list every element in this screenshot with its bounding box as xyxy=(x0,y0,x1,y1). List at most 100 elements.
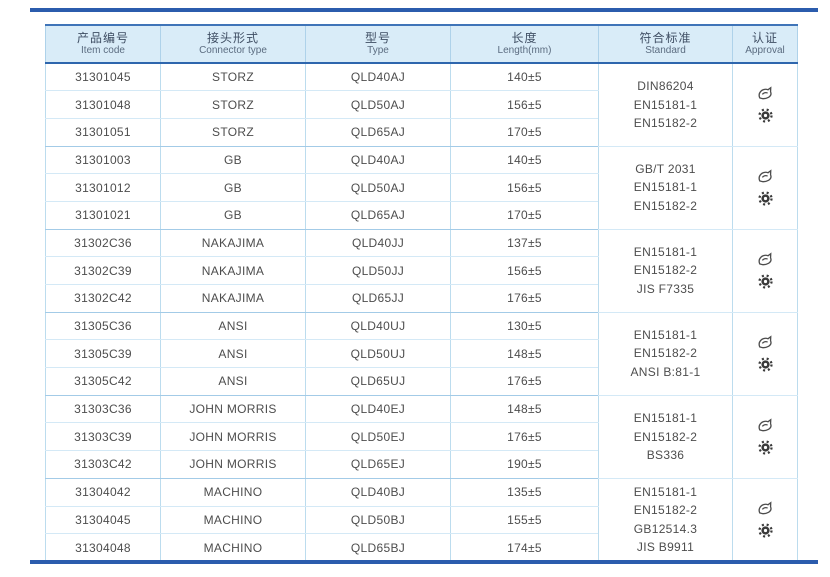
item-code-cell: 31303C36 xyxy=(45,395,161,424)
col-header-standard-en: Standard xyxy=(645,45,686,56)
length-cell: 135±5 xyxy=(450,478,599,507)
item-code-cell: 31304045 xyxy=(45,506,161,535)
item-code-cell: 31301045 xyxy=(45,63,161,92)
col-header-approval-zh: 认证 xyxy=(751,31,778,45)
approval-icon-stack xyxy=(733,86,797,123)
type-cell: QLD40UJ xyxy=(305,312,451,341)
type-cell: QLD65BJ xyxy=(305,533,451,562)
item-code-cell: 31302C36 xyxy=(45,229,161,258)
table-row: 31301021 GB QLD65AJ 170±5 xyxy=(45,201,798,230)
length-cell: 174±5 xyxy=(450,533,599,562)
connector-type-cell: ANSI xyxy=(160,367,306,396)
table-row: 31304042 MACHINO QLD40BJ 135±5 EN15181-1 EN15… xyxy=(45,478,798,562)
connector-type-cell: MACHINO xyxy=(160,506,306,535)
approval-cell xyxy=(732,229,798,313)
col-header-standard-zh: 符合标准 xyxy=(639,31,692,45)
connector-type-cell: MACHINO xyxy=(160,533,306,562)
length-cell: 176±5 xyxy=(450,422,599,452)
approval-icon-stack xyxy=(733,501,797,538)
connector-type-cell: MACHINO xyxy=(160,478,306,507)
type-cell: QLD40AJ xyxy=(305,146,451,175)
item-code-cell: 31303C42 xyxy=(45,450,161,479)
item-code-cell: 31303C39 xyxy=(45,422,161,452)
standard-line: DIN86204 xyxy=(637,79,694,94)
length-cell: 140±5 xyxy=(450,146,599,175)
table-row: 31302C36 NAKAJIMA QLD40JJ 137±5 EN15181-1 EN1… xyxy=(45,229,798,313)
item-code-cell: 31301051 xyxy=(45,118,161,147)
header-row: 产品编号 Item code 接头形式 Connector type 型号 Ty… xyxy=(45,24,798,64)
connector-type-cell: NAKAJIMA xyxy=(160,284,306,313)
table-row: 31301045 STORZ QLD40AJ 140±5 DIN86204 EN15181… xyxy=(45,63,798,147)
table-row: 31301003 GB QLD40AJ 140±5 GB/T 2031 EN15181-1… xyxy=(45,146,798,230)
standard-line: EN15182-2 xyxy=(633,198,698,213)
standard-line: EN15181-1 xyxy=(633,484,698,499)
type-cell: QLD65UJ xyxy=(305,367,451,396)
col-header-length-zh: 长度 xyxy=(511,31,538,45)
length-cell: 140±5 xyxy=(450,63,599,92)
standard-cell: EN15181-1 EN15182-2 BS336 xyxy=(598,395,733,479)
standard-cell: EN15181-1 EN15182-2 JIS F7335 xyxy=(598,229,733,313)
length-cell: 190±5 xyxy=(450,450,599,479)
connector-type-cell: ANSI xyxy=(160,312,306,341)
table-row: 31304045 MACHINO QLD50BJ 155±5 xyxy=(45,506,798,535)
standard-cell: EN15181-1 EN15182-2 ANSI B:81-1 xyxy=(598,312,733,396)
wheelmark-seal-icon xyxy=(757,108,773,123)
approval-icon-stack xyxy=(733,169,797,206)
length-cell: 148±5 xyxy=(450,395,599,424)
standard-cell: DIN86204 EN15181-1 EN15182-2 xyxy=(598,63,733,147)
approval-logo-icon xyxy=(758,169,772,183)
item-code-cell: 31301021 xyxy=(45,201,161,230)
approval-icon-stack xyxy=(733,335,797,372)
wheelmark-seal-icon xyxy=(757,523,773,538)
connector-type-cell: NAKAJIMA xyxy=(160,229,306,258)
connector-type-cell: JOHN MORRIS xyxy=(160,450,306,479)
type-cell: QLD50EJ xyxy=(305,422,451,452)
approval-cell xyxy=(732,478,798,562)
col-header-connector-type-en: Connector type xyxy=(199,45,267,56)
approval-logo-icon xyxy=(758,252,772,266)
standard-line: EN15181-1 xyxy=(633,180,698,195)
standard-line: EN15181-1 xyxy=(633,244,698,259)
connector-type-cell: GB xyxy=(160,201,306,230)
standard-line: ANSI B:81-1 xyxy=(630,364,701,379)
item-code-cell: 31304048 xyxy=(45,533,161,562)
type-cell: QLD65AJ xyxy=(305,118,451,147)
table-row: 31304048 MACHINO QLD65BJ 174±5 xyxy=(45,533,798,562)
standard-line: JIS B9911 xyxy=(636,540,695,555)
standard-line: EN15182-2 xyxy=(633,346,698,361)
approval-cell xyxy=(732,395,798,479)
col-header-standard: 符合标准 Standard xyxy=(598,24,733,64)
length-cell: 155±5 xyxy=(450,506,599,535)
type-cell: QLD50BJ xyxy=(305,506,451,535)
table-row: 31302C39 NAKAJIMA QLD50JJ 156±5 xyxy=(45,256,798,285)
approval-icon-stack xyxy=(733,252,797,289)
type-cell: QLD50AJ xyxy=(305,90,451,119)
item-code-cell: 31301048 xyxy=(45,90,161,119)
item-code-cell: 31305C42 xyxy=(45,367,161,396)
item-code-cell: 31305C36 xyxy=(45,312,161,341)
type-cell: QLD50JJ xyxy=(305,256,451,285)
standard-line: EN15181-1 xyxy=(633,97,698,112)
length-cell: 156±5 xyxy=(450,256,599,285)
col-header-connector-type: 接头形式 Connector type xyxy=(160,24,306,64)
table-row: 31303C42 JOHN MORRIS QLD65EJ 190±5 xyxy=(45,450,798,479)
connector-type-cell: GB xyxy=(160,173,306,202)
standard-line: EN15182-2 xyxy=(633,116,698,131)
item-code-cell: 31301012 xyxy=(45,173,161,202)
wheelmark-seal-icon xyxy=(757,440,773,455)
standard-cell: EN15181-1 EN15182-2 GB12514.3 JIS B9911 xyxy=(598,478,733,562)
approval-logo-icon xyxy=(758,335,772,349)
connector-type-cell: STORZ xyxy=(160,118,306,147)
col-header-approval-en: Approval xyxy=(745,45,785,56)
item-code-cell: 31304042 xyxy=(45,478,161,507)
approval-icon-stack xyxy=(733,418,797,455)
table-row: 31301051 STORZ QLD65AJ 170±5 xyxy=(45,118,798,147)
table-row: 31305C42 ANSI QLD65UJ 176±5 xyxy=(45,367,798,396)
connector-type-cell: ANSI xyxy=(160,339,306,369)
standard-line: EN15182-2 xyxy=(633,429,698,444)
type-cell: QLD40JJ xyxy=(305,229,451,258)
table-row: 31301048 STORZ QLD50AJ 156±5 xyxy=(45,90,798,119)
length-cell: 130±5 xyxy=(450,312,599,341)
standard-line: JIS F7335 xyxy=(636,281,695,296)
length-cell: 170±5 xyxy=(450,201,599,230)
